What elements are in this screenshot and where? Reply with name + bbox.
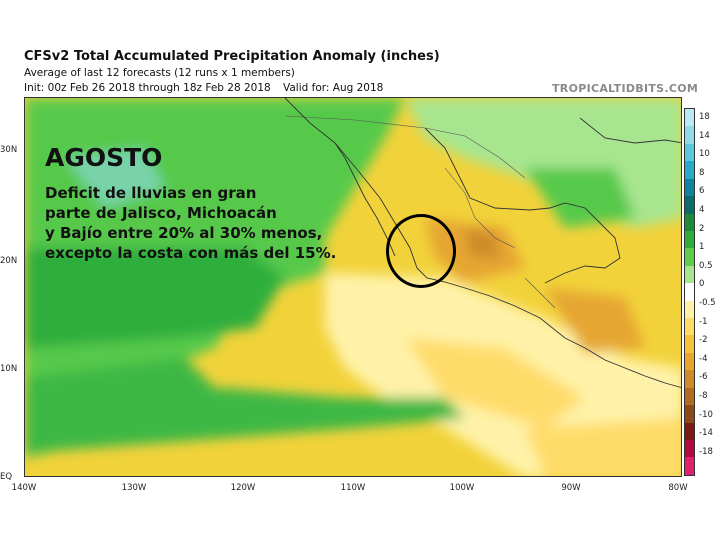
annotation-box: AGOSTO Deficit de lluvias en gran parte … — [45, 143, 345, 263]
colorbar-swatch — [685, 109, 694, 127]
lon-label-110w: 110W — [340, 483, 366, 493]
colorbar-swatch — [685, 335, 694, 353]
wet-patch-blue — [65, 148, 165, 208]
lon-label-90w: 90W — [561, 483, 581, 493]
colorbar-swatch — [685, 248, 694, 266]
colorbar-swatch — [685, 283, 694, 301]
dry-patch-south — [525, 418, 681, 476]
colorbar-tick-label: -18 — [699, 446, 713, 457]
precipitation-map — [24, 97, 682, 477]
map-canvas — [25, 98, 681, 476]
colorbar-tick-label: 2 — [699, 223, 705, 234]
colorbar-swatch — [685, 318, 694, 336]
colorbar-tick-label: 8 — [699, 167, 705, 178]
colorbar-tick-label: 1 — [699, 242, 705, 253]
colorbar-swatch — [685, 161, 694, 179]
colorbar-tick-label: -4 — [699, 353, 708, 364]
colorbar-tick-label: -2 — [699, 335, 708, 346]
colorbar-tick-label: 10 — [699, 149, 710, 160]
colorbar-swatch — [685, 370, 694, 388]
colorbar-swatch — [685, 405, 694, 423]
colorbar-tick-label: -0.5 — [699, 298, 716, 308]
colorbar-swatch — [685, 178, 694, 197]
annotation-title: AGOSTO — [45, 143, 163, 172]
lon-label-80w: 80W — [668, 483, 688, 493]
lat-label-20n: 20N — [0, 256, 18, 266]
chart-subtitle: Average of last 12 forecasts (12 runs x … — [24, 67, 295, 79]
lon-label-140w: 140W — [11, 483, 37, 493]
lat-label-eq: EQ — [0, 472, 13, 482]
colorbar-tick-label: 4 — [699, 205, 705, 215]
colorbar-swatch — [685, 196, 694, 214]
chart-title: CFSv2 Total Accumulated Precipitation An… — [24, 49, 440, 64]
colorbar-swatch — [685, 230, 694, 249]
colorbar-swatch — [685, 300, 694, 319]
annotation-line-1: Deficit de lluvias en gran — [45, 184, 257, 202]
colorbar-swatch — [685, 457, 694, 475]
colorbar-tick-label: 0 — [699, 279, 705, 290]
colorbar-swatch — [685, 387, 694, 406]
colorbar-tick-label: 18 — [699, 112, 710, 122]
dry-patch-deep — [465, 228, 500, 258]
colorbar-swatch — [685, 440, 694, 458]
wet-core-west — [25, 248, 285, 348]
dry-core-coast — [405, 338, 585, 428]
lon-label-130w: 130W — [121, 483, 147, 493]
colorbar-swatch — [685, 143, 694, 162]
annotation-line-2: parte de Jalisco, Michoacán — [45, 204, 277, 222]
colorbar-tick-label: -10 — [699, 409, 713, 420]
highlight-circle — [386, 214, 456, 288]
init-time: Init: 00z Feb 26 2018 through 18z Feb 28… — [24, 82, 271, 94]
lat-label-30n: 30N — [0, 145, 18, 155]
colorbar-tick-label: -8 — [699, 391, 708, 401]
colorbar-swatch — [685, 213, 694, 231]
annotation-line-4: excepto la costa con más del 15%. — [45, 244, 337, 262]
lon-label-100w: 100W — [449, 483, 475, 493]
colorbar-tick-label: 14 — [699, 130, 710, 141]
lon-label-120w: 120W — [230, 483, 256, 493]
colorbar-tick-label: -1 — [699, 316, 708, 327]
country-borders — [284, 115, 556, 309]
annotation-text: Deficit de lluvias en gran parte de Jali… — [45, 183, 345, 263]
dry-patch-central-america — [545, 288, 645, 353]
colorbar-tick-label: 0.5 — [699, 260, 713, 271]
colorbar — [684, 108, 695, 476]
colorbar-tick-label: -14 — [699, 428, 713, 439]
annotation-line-3: y Bajío entre 20% al 30% menos, — [45, 224, 323, 242]
colorbar-swatch — [685, 265, 694, 284]
colorbar-tick-label: -6 — [699, 372, 708, 383]
lat-label-10n: 10N — [0, 364, 18, 374]
wet-itcz-tongue — [25, 388, 465, 453]
valid-time: Valid for: Aug 2018 — [283, 82, 384, 94]
colorbar-swatch — [685, 352, 694, 371]
brand-watermark: TROPICALTIDBITS.COM — [552, 82, 699, 95]
colorbar-swatch — [685, 422, 694, 441]
wet-patch-gulf — [525, 168, 635, 228]
colorbar-tick-label: 6 — [699, 186, 705, 197]
colorbar-swatch — [685, 126, 694, 144]
